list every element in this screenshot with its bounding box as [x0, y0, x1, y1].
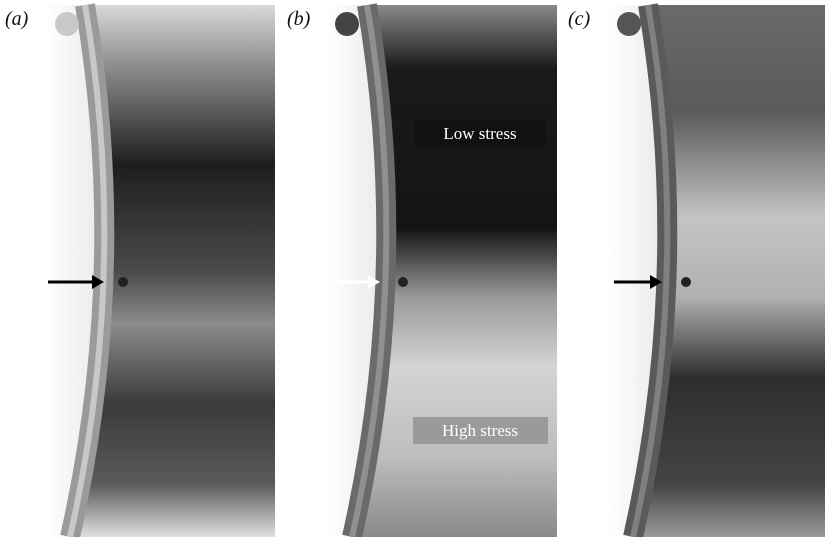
- panel-c: [608, 5, 825, 537]
- panel-label: (b): [287, 8, 311, 30]
- panel-a: [45, 5, 275, 537]
- panel-label: (c): [568, 8, 591, 30]
- figure: Low stress High stress (a) (b) (c): [0, 0, 825, 537]
- panel-label: (a): [5, 8, 29, 30]
- panel-b: Low stress High stress: [327, 5, 557, 537]
- annotation: High stress: [442, 421, 518, 440]
- annotation: Low stress: [443, 124, 516, 143]
